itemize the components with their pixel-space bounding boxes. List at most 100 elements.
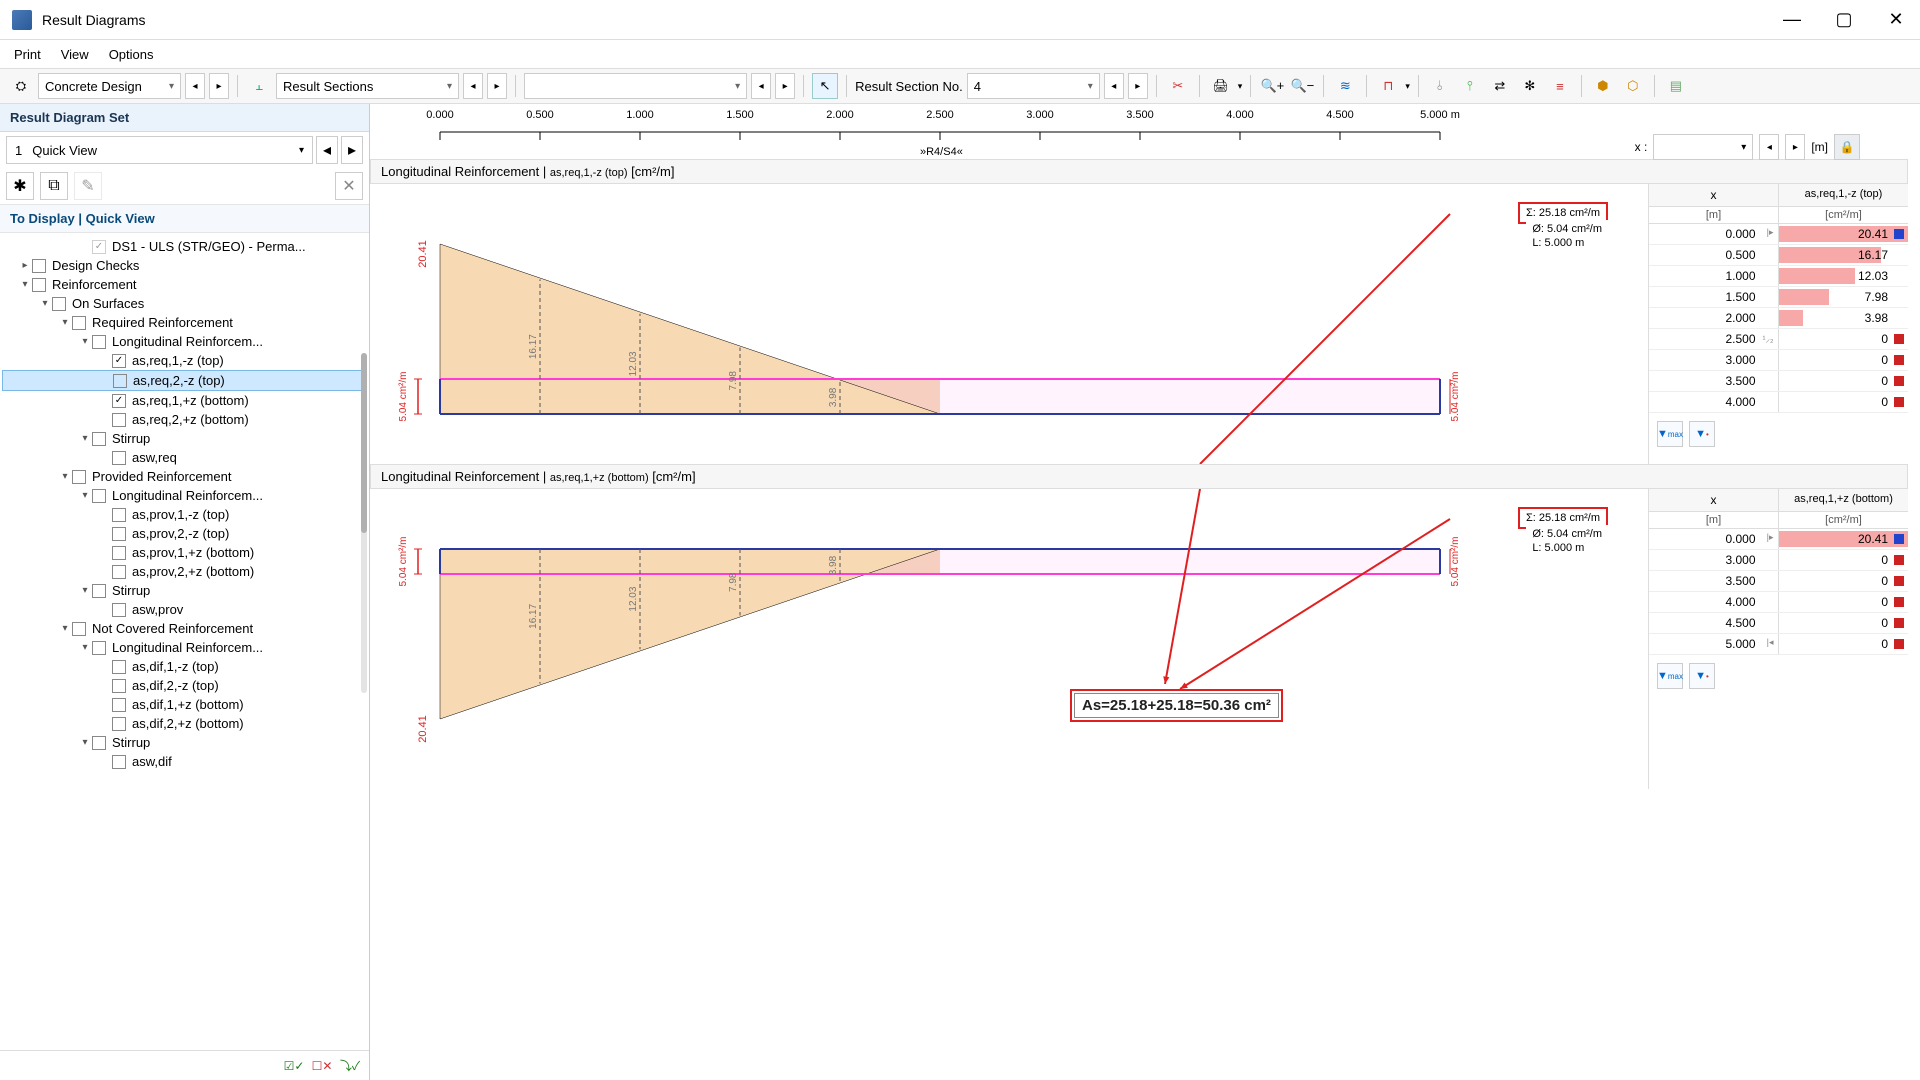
empty-next[interactable]: ▸ [775,73,795,99]
sidebar: Result Diagram Set 1 Quick View ▾ ◂ ▸ ✱ … [0,104,370,1080]
tree-reinforcement[interactable]: ▾Reinforcement [2,275,367,294]
filter-dot-icon-2[interactable]: ▼• [1689,663,1715,689]
close-button[interactable]: ✕ [1884,9,1908,30]
check-branch-icon[interactable]: ⤵✓ [339,1055,361,1077]
menu-view[interactable]: View [61,47,89,62]
tree-p2[interactable]: as,prov,2,-z (top) [2,524,367,543]
tool-c2-icon[interactable]: ⫯ [1457,73,1483,99]
tree-d2[interactable]: as,dif,2,-z (top) [2,676,367,695]
tool-c3-icon[interactable]: ⇄ [1487,73,1513,99]
tool-c4-icon[interactable]: ✻ [1517,73,1543,99]
tree-stirrup3[interactable]: ▾Stirrup [2,733,367,752]
empty-combo[interactable]: ▾ [524,73,747,99]
x-next[interactable]: ▸ [1785,134,1805,160]
sections-next[interactable]: ▸ [487,73,507,99]
pick-icon[interactable]: ↖ [812,73,838,99]
zoom-out-icon[interactable]: 🔍− [1289,73,1315,99]
tree-aswreq[interactable]: asw,req [2,448,367,467]
tree-design-checks[interactable]: ▸Design Checks [2,256,367,275]
tree-r3[interactable]: as,req,1,+z (bottom) [2,391,367,410]
tree-d4[interactable]: as,dif,2,+z (bottom) [2,714,367,733]
filter-dot-icon[interactable]: ▼• [1689,421,1715,447]
table-row[interactable]: 4.5000 [1649,613,1908,634]
tree-provided[interactable]: ▾Provided Reinforcement [2,467,367,486]
table-row[interactable]: 2.500¹⸝₂0 [1649,329,1908,350]
menu-options[interactable]: Options [109,47,154,62]
section-no-combo[interactable]: 4▾ [967,73,1100,99]
tree-on-surfaces[interactable]: ▾On Surfaces [2,294,367,313]
table-row[interactable]: 5.000|◂0 [1649,634,1908,655]
table-row[interactable]: 4.0000 [1649,392,1908,413]
section-no-prev[interactable]: ◂ [1104,73,1124,99]
table-row[interactable]: 0.50016.17 [1649,245,1908,266]
tree-long2[interactable]: ▾Longitudinal Reinforcem... [2,486,367,505]
table-row[interactable]: 0.000|▸20.41 [1649,224,1908,245]
table-row[interactable]: 3.5000 [1649,371,1908,392]
table-row[interactable]: 3.0000 [1649,550,1908,571]
sections-prev[interactable]: ◂ [463,73,483,99]
design-next[interactable]: ▸ [209,73,229,99]
tree-r4[interactable]: as,req,2,+z (bottom) [2,410,367,429]
tool-c1-icon[interactable]: ⫰ [1427,73,1453,99]
table-row[interactable]: 4.0000 [1649,592,1908,613]
tool-cut-icon[interactable]: ✂ [1165,73,1191,99]
tree-p1[interactable]: as,prov,1,-z (top) [2,505,367,524]
svg-text:20.41: 20.41 [417,240,429,268]
tree-ds1[interactable]: DS1 - ULS (STR/GEO) - Perma... [2,237,367,256]
table-row[interactable]: 1.00012.03 [1649,266,1908,287]
tree-required[interactable]: ▾Required Reinforcement [2,313,367,332]
svg-text:4.500: 4.500 [1326,109,1354,121]
tool-d2-icon[interactable]: ⬡ [1620,73,1646,99]
print-icon[interactable]: 🖨 [1208,73,1234,99]
new-set-icon[interactable]: ✱ [6,172,34,200]
table-row[interactable]: 0.000|▸20.41 [1649,529,1908,550]
edit-set-icon[interactable]: ✎ [74,172,102,200]
tool-d1-icon[interactable]: ⬢ [1590,73,1616,99]
tree-scrollbar-thumb[interactable] [361,353,367,533]
maximize-button[interactable]: ▢ [1832,9,1856,30]
design-prev[interactable]: ◂ [185,73,205,99]
tree-r2[interactable]: as,req,2,-z (top) [2,370,367,391]
tree-stirrup2[interactable]: ▾Stirrup [2,581,367,600]
tool-b-icon[interactable]: ⊓ [1375,73,1401,99]
uncheck-all-icon[interactable]: ☐✕ [311,1055,333,1077]
table-row[interactable]: 2.0003.98 [1649,308,1908,329]
tree-aswprov[interactable]: asw,prov [2,600,367,619]
lock-icon[interactable]: 🔒 [1834,134,1860,160]
diagram-set-combo[interactable]: 1 Quick View ▾ [6,136,313,164]
tree-long3[interactable]: ▾Longitudinal Reinforcem... [2,638,367,657]
tool-e-icon[interactable]: ▤ [1663,73,1689,99]
design-type-combo[interactable]: Concrete Design▾ [38,73,181,99]
tree-long1[interactable]: ▾Longitudinal Reinforcem... [2,332,367,351]
filter-max-icon-2[interactable]: ▼max [1657,663,1683,689]
result-sections-combo[interactable]: Result Sections▾ [276,73,459,99]
set-next[interactable]: ▸ [341,136,363,164]
check-all-icon[interactable]: ☑✓ [283,1055,305,1077]
tree-p4[interactable]: as,prov,2,+z (bottom) [2,562,367,581]
table-row[interactable]: 3.5000 [1649,571,1908,592]
table-row[interactable]: 3.0000 [1649,350,1908,371]
tool-a-icon[interactable]: ≋ [1332,73,1358,99]
filter-max-icon[interactable]: ▼max [1657,421,1683,447]
set-prev[interactable]: ◂ [316,136,338,164]
x-combo[interactable]: ▾ [1653,134,1753,160]
chart1-legend-b: Ø: 5.04 cm²/mL: 5.000 m [1526,220,1608,253]
empty-prev[interactable]: ◂ [751,73,771,99]
tree-notcov[interactable]: ▾Not Covered Reinforcement [2,619,367,638]
x-prev[interactable]: ◂ [1759,134,1779,160]
tree-d1[interactable]: as,dif,1,-z (top) [2,657,367,676]
menu-print[interactable]: Print [14,47,41,62]
copy-set-icon[interactable]: ⧉ [40,172,68,200]
tree-r1[interactable]: as,req,1,-z (top) [2,351,367,370]
tool-c5-icon[interactable]: ≡ [1547,73,1573,99]
tree-d3[interactable]: as,dif,1,+z (bottom) [2,695,367,714]
tree-stirrup1[interactable]: ▾Stirrup [2,429,367,448]
section-no-next[interactable]: ▸ [1128,73,1148,99]
delete-set-icon[interactable]: ✕ [335,172,363,200]
zoom-in-icon[interactable]: 🔍+ [1259,73,1285,99]
tree-p3[interactable]: as,prov,1,+z (bottom) [2,543,367,562]
table-row[interactable]: 1.5007.98 [1649,287,1908,308]
minimize-button[interactable]: — [1780,9,1804,30]
tree-aswdif[interactable]: asw,dif [2,752,367,771]
x-unit: [m] [1811,140,1828,154]
